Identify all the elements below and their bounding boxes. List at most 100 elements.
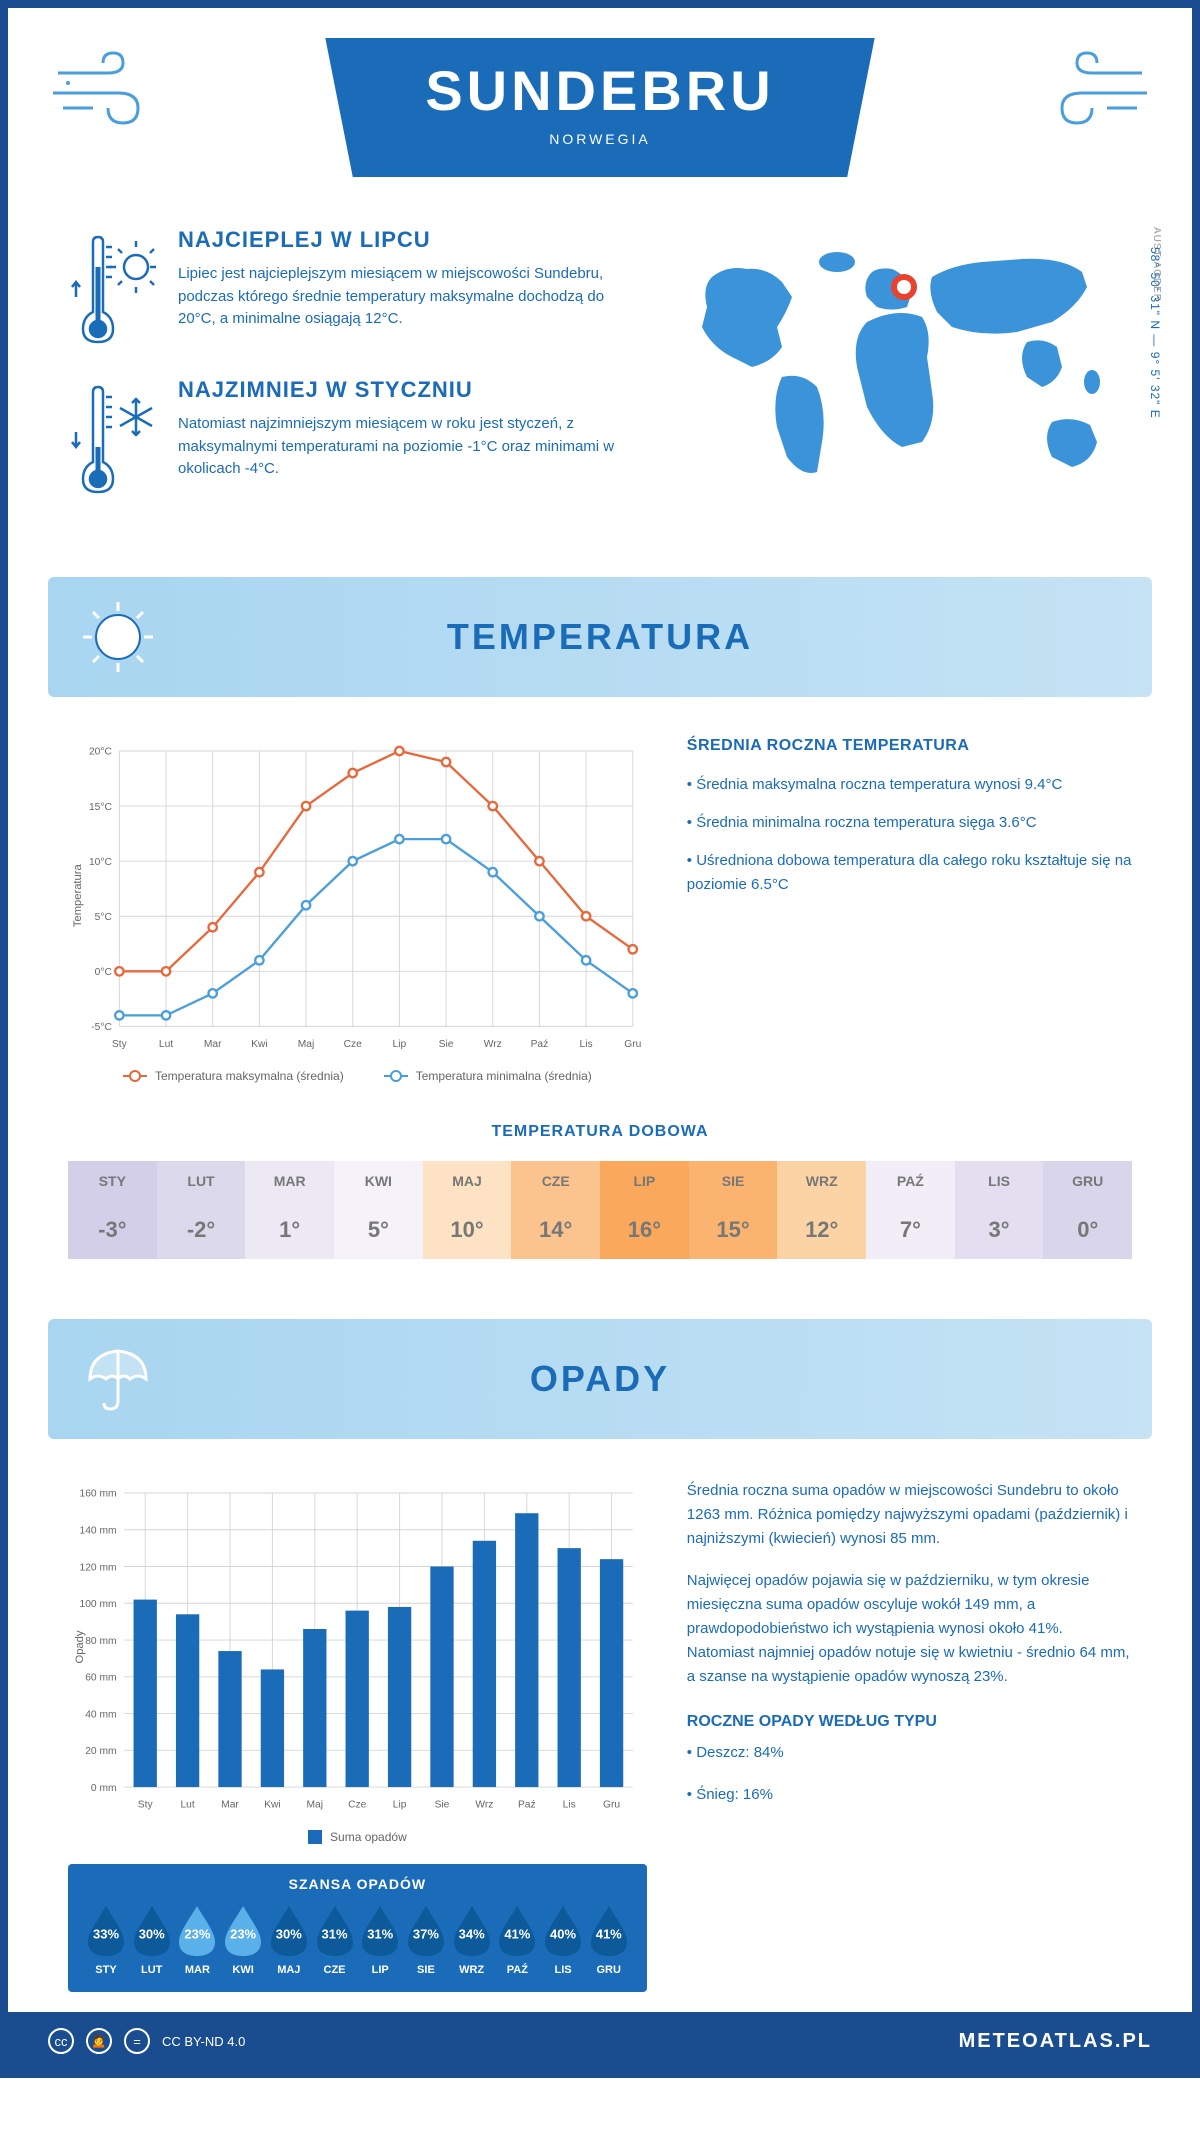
header-banner: SUNDEBRU NORWEGIA [325, 38, 874, 177]
svg-text:Lip: Lip [393, 1800, 407, 1811]
svg-text:Lip: Lip [393, 1039, 407, 1050]
temp-info-title: ŚREDNIA ROCZNA TEMPERATURA [687, 737, 1132, 755]
precipitation-section-header: OPADY [48, 1319, 1152, 1439]
legend-max-label: Temperatura maksymalna (średnia) [155, 1069, 344, 1083]
svg-text:-5°C: -5°C [91, 1022, 112, 1033]
svg-text:Opady: Opady [74, 1631, 86, 1664]
chance-drop: 33%STY [84, 1904, 128, 1976]
header: SUNDEBRU NORWEGIA [8, 8, 1192, 197]
temp-cell: KWI5° [334, 1161, 423, 1259]
svg-text:Lis: Lis [580, 1039, 593, 1050]
thermometer-hot-icon [68, 227, 158, 347]
sun-icon [78, 597, 158, 677]
chance-drop: 37%SIE [404, 1904, 448, 1976]
temp-cell: CZE14° [511, 1161, 600, 1259]
svg-text:20°C: 20°C [89, 747, 113, 758]
svg-text:10°C: 10°C [89, 857, 113, 868]
license-text: CC BY-ND 4.0 [162, 2034, 245, 2049]
temp-cell: MAJ10° [423, 1161, 512, 1259]
chance-drop: 30%MAJ [267, 1904, 311, 1976]
daily-temp-table: STY-3°LUT-2°MAR1°KWI5°MAJ10°CZE14°LIP16°… [68, 1161, 1132, 1259]
temp-cell: MAR1° [245, 1161, 334, 1259]
daily-temp-title: TEMPERATURA DOBOWA [68, 1123, 1132, 1141]
chance-drop: 23%KWI [221, 1904, 265, 1976]
precip-rain: • Deszcz: 84% [687, 1741, 1132, 1765]
precipitation-legend: Suma opadów [68, 1830, 647, 1844]
svg-text:0°C: 0°C [95, 967, 113, 978]
map-column: AUST-AGDER 58° 50' 31" N — 9° 5' 32" E [672, 227, 1132, 527]
svg-text:Paź: Paź [531, 1039, 549, 1050]
temp-cell: STY-3° [68, 1161, 157, 1259]
temperature-chart: -5°C0°C5°C10°C15°C20°CStyLutMarKwiMajCze… [68, 737, 647, 1083]
page-container: SUNDEBRU NORWEGIA [0, 0, 1200, 2078]
svg-text:Mar: Mar [221, 1800, 239, 1811]
precip-p1: Średnia roczna suma opadów w miejscowośc… [687, 1479, 1132, 1551]
site-name: METEOATLAS.PL [959, 2030, 1152, 2053]
world-map [672, 227, 1132, 507]
temperature-content: -5°C0°C5°C10°C15°C20°CStyLutMarKwiMajCze… [8, 717, 1192, 1103]
chance-row: 33%STY30%LUT23%MAR23%KWI30%MAJ31%CZE31%L… [84, 1904, 631, 1976]
svg-text:20 mm: 20 mm [85, 1746, 116, 1757]
svg-text:Cze: Cze [348, 1800, 367, 1811]
svg-text:Paź: Paź [518, 1800, 536, 1811]
temp-cell: GRU0° [1043, 1161, 1132, 1259]
svg-text:15°C: 15°C [89, 802, 113, 813]
precipitation-chance-box: SZANSA OPADÓW 33%STY30%LUT23%MAR23%KWI30… [68, 1864, 647, 1992]
wind-icon [48, 48, 168, 128]
chance-drop: 23%MAR [175, 1904, 219, 1976]
license-block: cc 🙍 = CC BY-ND 4.0 [48, 2028, 245, 2054]
svg-text:Gru: Gru [624, 1039, 641, 1050]
temp-cell: PAŹ7° [866, 1161, 955, 1259]
svg-text:120 mm: 120 mm [80, 1563, 117, 1574]
precipitation-chart: 0 mm20 mm40 mm60 mm80 mm100 mm120 mm140 … [68, 1479, 647, 1992]
wind-icon [1032, 48, 1152, 128]
svg-text:140 mm: 140 mm [80, 1526, 117, 1537]
coldest-block: NAJZIMNIEJ W STYCZNIU Natomiast najzimni… [68, 377, 632, 497]
svg-text:160 mm: 160 mm [80, 1489, 117, 1500]
svg-text:Temperatura: Temperatura [72, 864, 84, 928]
svg-text:40 mm: 40 mm [85, 1710, 116, 1721]
temp-info-b3: • Uśredniona dobowa temperatura dla całe… [687, 849, 1132, 897]
warmest-block: NAJCIEPLEJ W LIPCU Lipiec jest najcieple… [68, 227, 632, 347]
warmest-text: Lipiec jest najcieplejszym miesiącem w m… [178, 263, 632, 331]
thermometer-cold-icon [68, 377, 158, 497]
intro-text-column: NAJCIEPLEJ W LIPCU Lipiec jest najcieple… [68, 227, 632, 527]
legend-precip-label: Suma opadów [330, 1830, 407, 1844]
svg-text:Mar: Mar [204, 1039, 222, 1050]
coldest-title: NAJZIMNIEJ W STYCZNIU [178, 377, 632, 403]
svg-text:Kwi: Kwi [264, 1800, 281, 1811]
svg-text:Lis: Lis [563, 1800, 576, 1811]
nd-icon: = [124, 2028, 150, 2054]
temp-cell: WRZ12° [777, 1161, 866, 1259]
svg-text:80 mm: 80 mm [85, 1636, 116, 1647]
precip-snow: • Śnieg: 16% [687, 1783, 1132, 1807]
svg-text:60 mm: 60 mm [85, 1673, 116, 1684]
precip-type-title: ROCZNE OPADY WEDŁUG TYPU [687, 1713, 1132, 1731]
chance-drop: 31%CZE [313, 1904, 357, 1976]
temp-cell: SIE15° [689, 1161, 778, 1259]
chance-drop: 31%LIP [358, 1904, 402, 1976]
coldest-text: Natomiast najzimniejszym miesiącem w rok… [178, 413, 632, 481]
by-icon: 🙍 [86, 2028, 112, 2054]
chance-drop: 41%PAŹ [495, 1904, 539, 1976]
temperature-heading: TEMPERATURA [188, 616, 1012, 658]
precip-p2: Najwięcej opadów pojawia się w październ… [687, 1569, 1132, 1689]
temp-info-b1: • Średnia maksymalna roczna temperatura … [687, 773, 1132, 797]
svg-text:Lut: Lut [180, 1800, 194, 1811]
country-label: NORWEGIA [425, 131, 774, 147]
temperature-legend: Temperatura maksymalna (średnia) Tempera… [68, 1069, 647, 1083]
svg-text:Wrz: Wrz [484, 1039, 502, 1050]
precipitation-heading: OPADY [188, 1358, 1012, 1400]
svg-text:Wrz: Wrz [475, 1800, 493, 1811]
svg-text:Gru: Gru [603, 1800, 620, 1811]
svg-text:Sty: Sty [112, 1039, 128, 1050]
svg-text:Kwi: Kwi [251, 1039, 268, 1050]
svg-text:5°C: 5°C [95, 912, 113, 923]
location-title: SUNDEBRU [425, 58, 774, 123]
warmest-title: NAJCIEPLEJ W LIPCU [178, 227, 632, 253]
footer: cc 🙍 = CC BY-ND 4.0 METEOATLAS.PL [8, 2012, 1192, 2070]
temp-info-b2: • Średnia minimalna roczna temperatura s… [687, 811, 1132, 835]
svg-text:Sie: Sie [439, 1039, 454, 1050]
chance-drop: 40%LIS [541, 1904, 585, 1976]
precipitation-info: Średnia roczna suma opadów w miejscowośc… [687, 1479, 1132, 1992]
